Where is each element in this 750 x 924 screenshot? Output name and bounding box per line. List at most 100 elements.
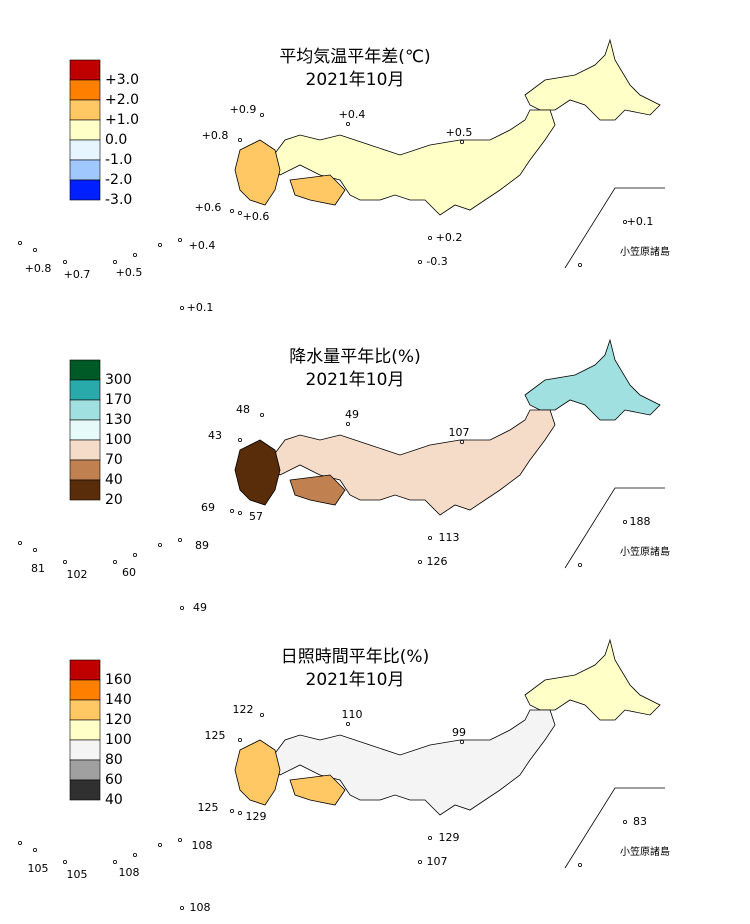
legend-box [69, 659, 101, 681]
island [345, 722, 350, 727]
legend-box [69, 479, 101, 501]
region [234, 139, 281, 206]
station-value: +0.8 [25, 262, 52, 275]
island [179, 305, 184, 310]
station-value: 60 [122, 566, 136, 579]
legend-box [69, 179, 101, 201]
region [524, 38, 661, 121]
panel-subtitle: 2021年10月 [306, 670, 405, 690]
legend-label: 170 [105, 392, 132, 408]
legend-box [69, 59, 101, 81]
inset-frame [564, 187, 665, 269]
legend-box [69, 99, 101, 121]
legend-label: 300 [105, 372, 132, 388]
legend-box [69, 419, 101, 441]
island [237, 137, 242, 142]
station-value: +0.5 [446, 126, 473, 139]
station-value: 125 [205, 729, 226, 742]
station-value: 122 [233, 703, 254, 716]
legend-label: -1.0 [105, 152, 132, 168]
island [132, 252, 137, 257]
legend-label: 130 [105, 412, 132, 428]
panel-subtitle: 2021年10月 [306, 70, 405, 90]
station-value: 102 [67, 568, 88, 581]
island [459, 439, 464, 444]
island [132, 852, 137, 857]
station-value: 188 [630, 515, 651, 528]
island [157, 542, 162, 547]
island [459, 139, 464, 144]
legend-box [69, 459, 101, 481]
station-value: 48 [236, 403, 250, 416]
station-value: +0.5 [116, 266, 143, 279]
station-value: 107 [427, 855, 448, 868]
inset-label: 小笠原諸島 [620, 245, 670, 258]
island [237, 737, 242, 742]
island [345, 122, 350, 127]
panel-title: 降水量平年比(%) [289, 347, 420, 367]
island [623, 819, 628, 824]
station-value: 108 [119, 866, 140, 879]
region [289, 474, 346, 506]
island [259, 413, 264, 418]
island [33, 847, 38, 852]
legend-label: 0.0 [105, 132, 127, 148]
station-value: +0.8 [202, 129, 229, 142]
island [578, 562, 583, 567]
station-value: +0.7 [64, 268, 91, 281]
station-value: 129 [246, 810, 267, 823]
inset-frame [564, 487, 665, 569]
island [63, 559, 68, 564]
island [427, 535, 432, 540]
region [524, 638, 661, 721]
region [289, 174, 346, 206]
inset-label: 小笠原諸島 [620, 545, 670, 558]
station-value: 108 [192, 839, 213, 852]
inset-frame [564, 787, 665, 869]
island [417, 259, 422, 264]
station-value: 49 [345, 408, 359, 421]
island [427, 835, 432, 840]
station-value: 126 [427, 555, 448, 568]
island [259, 713, 264, 718]
panel: 降水量平年比(%) 2021年10月 300 170 130 100 70 40 20 小笠原諸島… [17, 338, 670, 614]
island [177, 537, 182, 542]
legend-box [69, 379, 101, 401]
island [345, 422, 350, 427]
station-value: 108 [190, 901, 211, 914]
island [113, 859, 118, 864]
panel-title: 日照時間平年比(%) [281, 647, 429, 667]
island [157, 842, 162, 847]
island [177, 237, 182, 242]
legend-box [69, 759, 101, 781]
legend-box [69, 119, 101, 141]
legend-box [69, 79, 101, 101]
island [237, 810, 242, 815]
island [229, 508, 234, 513]
station-value: 81 [31, 562, 45, 575]
legend-box [69, 779, 101, 801]
island [237, 437, 242, 442]
island [179, 905, 184, 910]
island [113, 259, 118, 264]
legend-label: -2.0 [105, 172, 132, 188]
legend-label: 80 [105, 752, 123, 768]
legend-label: 140 [105, 692, 132, 708]
legend-label: 160 [105, 672, 132, 688]
station-value: 49 [193, 601, 207, 614]
island [17, 240, 22, 245]
station-value: +0.9 [230, 103, 257, 116]
station-value: 43 [208, 429, 222, 442]
station-value: +0.4 [339, 108, 366, 121]
island [17, 540, 22, 545]
legend-label: 100 [105, 432, 132, 448]
island [459, 739, 464, 744]
legend-label: 60 [105, 772, 123, 788]
legend-label: 120 [105, 712, 132, 728]
station-value: 105 [67, 868, 88, 881]
legend-label: +3.0 [105, 72, 139, 88]
island [63, 259, 68, 264]
legend-label: 20 [105, 492, 123, 508]
legend-box [69, 739, 101, 761]
